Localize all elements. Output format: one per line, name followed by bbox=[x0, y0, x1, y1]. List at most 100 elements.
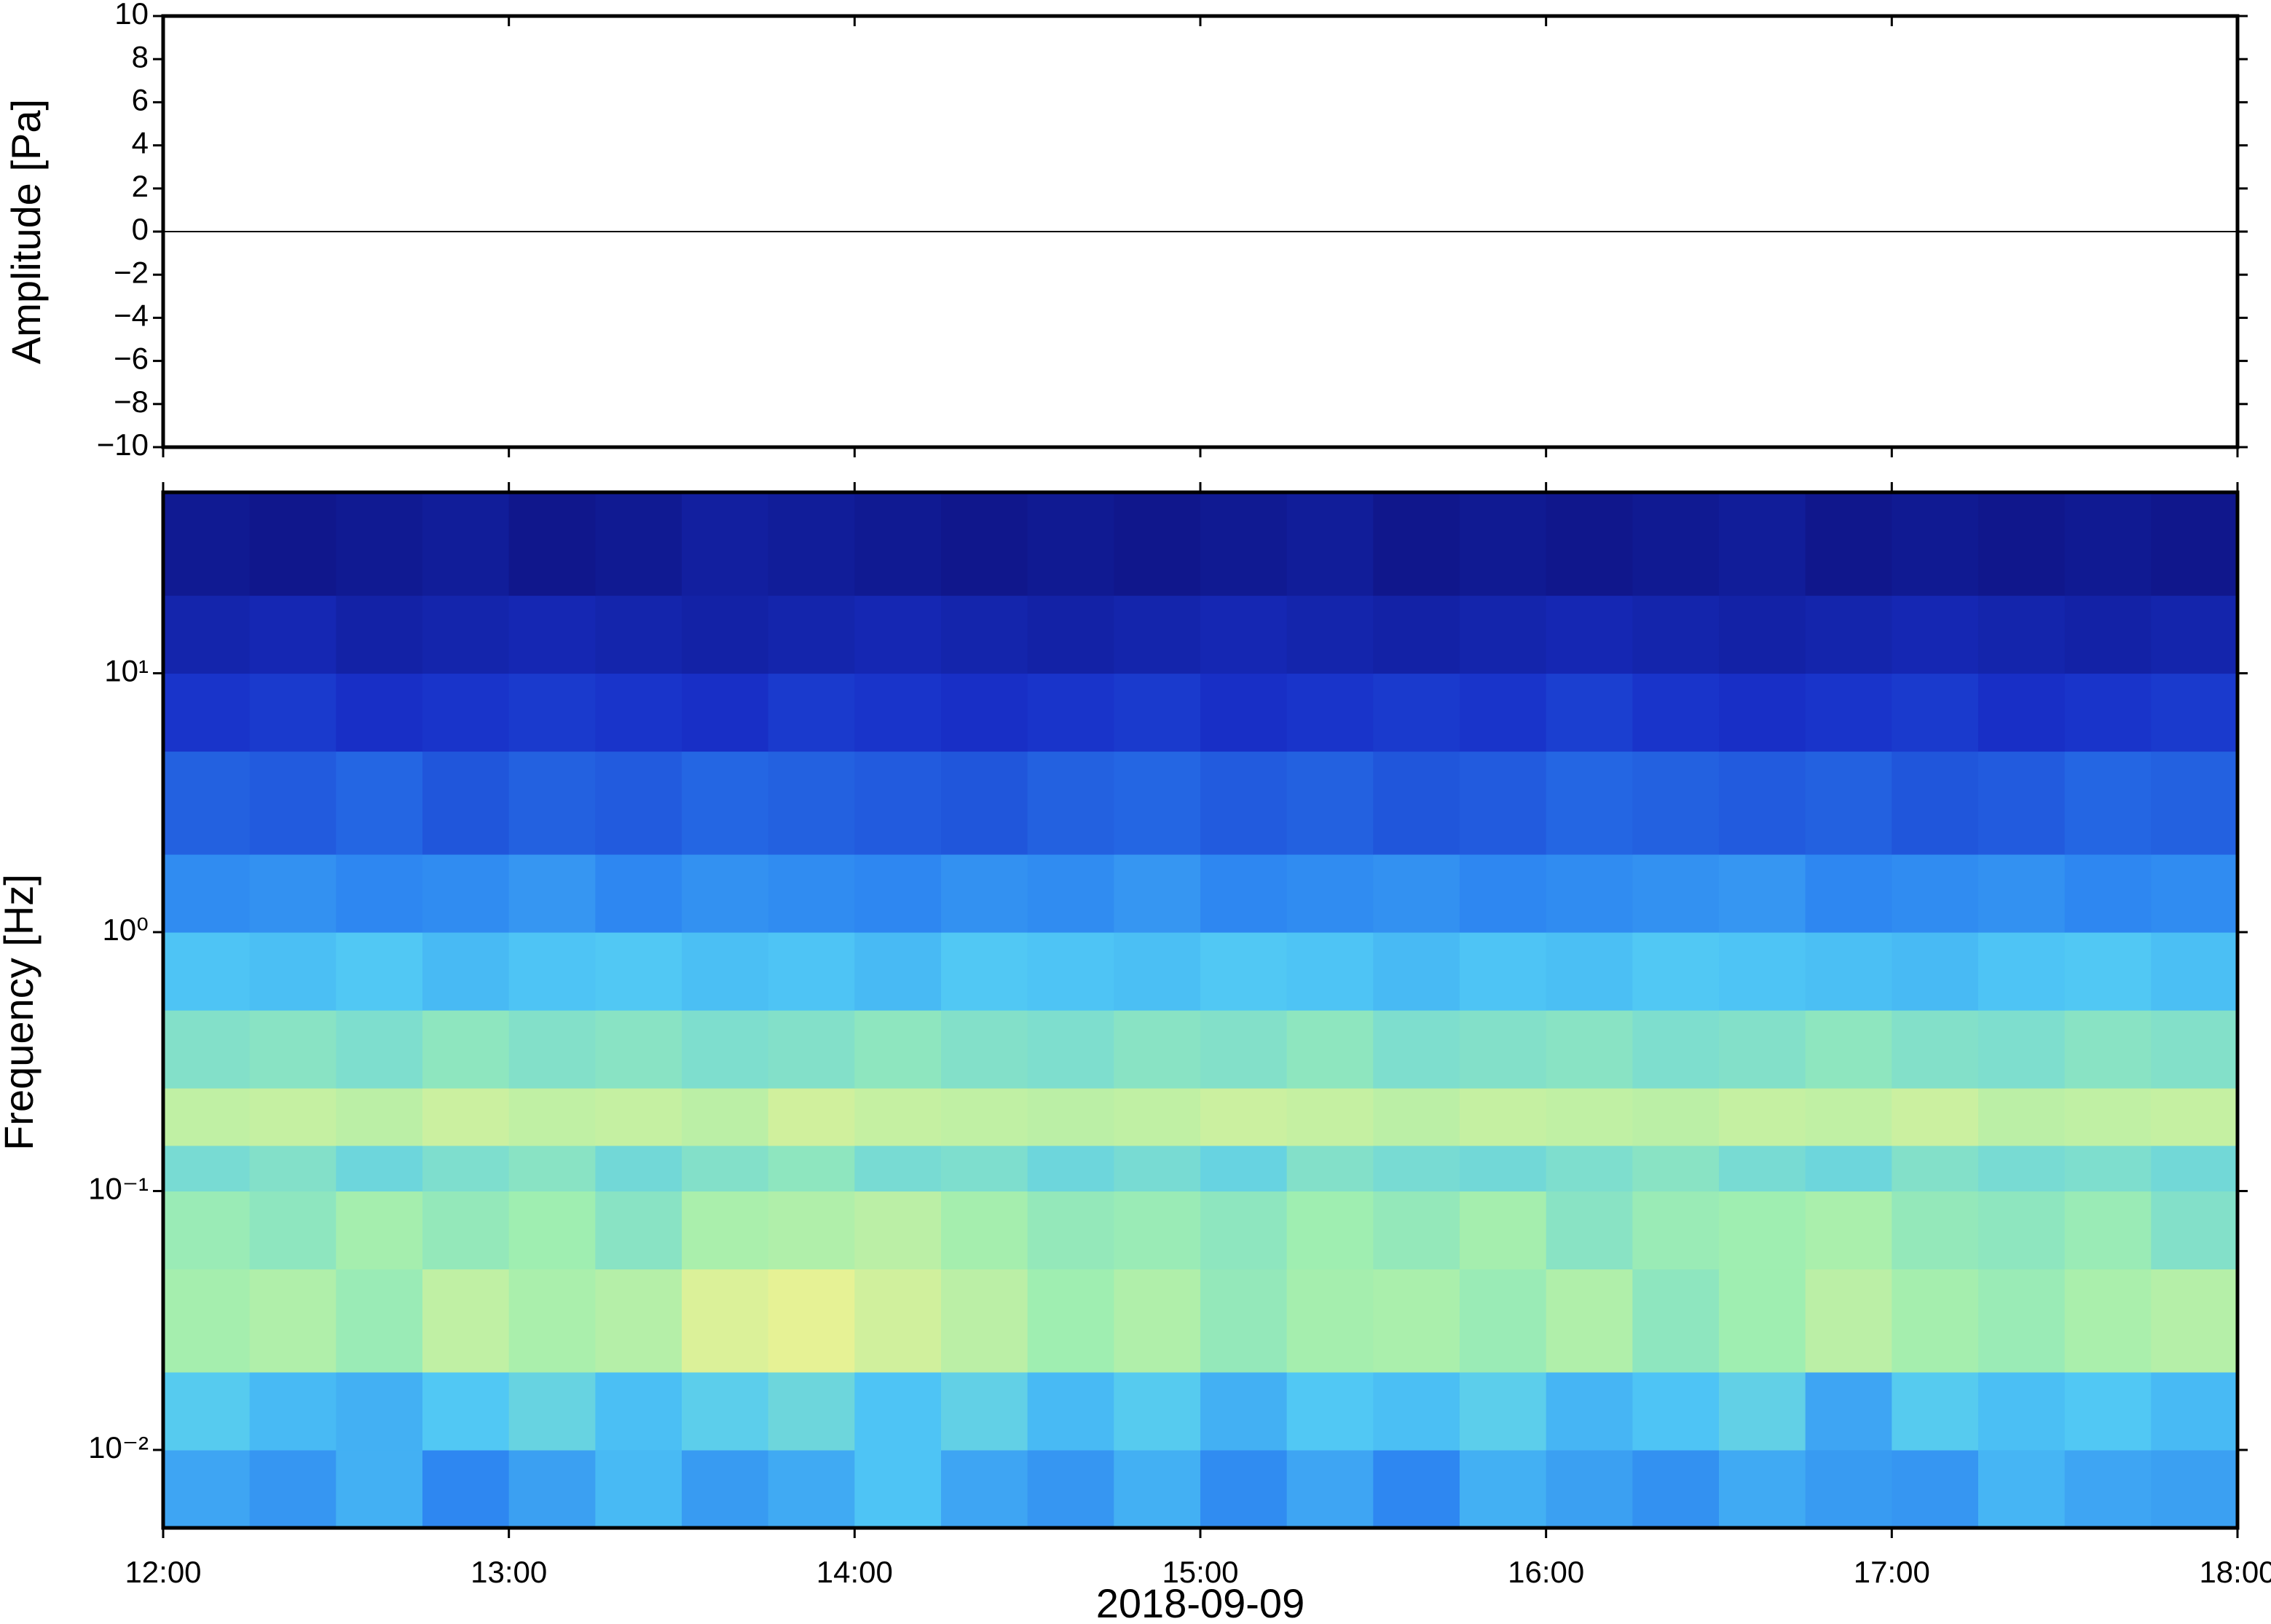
heatmap-cell bbox=[1286, 1088, 1374, 1146]
heatmap-cell bbox=[1805, 1145, 1892, 1192]
heatmap-cell bbox=[1719, 1371, 1806, 1451]
heatmap-cell bbox=[163, 1449, 251, 1529]
heatmap-cell bbox=[2064, 931, 2152, 1011]
heatmap-cell bbox=[941, 751, 1028, 855]
heatmap-cell bbox=[1027, 1145, 1114, 1192]
heatmap-cell bbox=[1373, 1371, 1460, 1451]
heatmap-cell bbox=[336, 1449, 423, 1529]
heatmap-cell bbox=[1200, 1449, 1288, 1529]
heatmap-cell bbox=[854, 931, 942, 1011]
heatmap-cell bbox=[768, 931, 855, 1011]
heatmap-cell bbox=[163, 1010, 251, 1089]
heatmap-cell bbox=[682, 673, 769, 752]
heatmap-cell bbox=[682, 931, 769, 1011]
heatmap-cell bbox=[595, 492, 682, 596]
heatmap-cell bbox=[163, 1145, 251, 1192]
heatmap-cell bbox=[941, 854, 1028, 933]
heatmap-cell bbox=[249, 1449, 336, 1529]
heatmap-cell bbox=[1805, 1010, 1892, 1089]
heatmap-cell bbox=[422, 1269, 510, 1373]
heatmap-cell bbox=[163, 595, 251, 674]
heatmap-cell bbox=[2064, 1449, 2152, 1529]
heatmap-cell bbox=[1719, 1088, 1806, 1146]
heatmap-cell bbox=[1200, 931, 1288, 1011]
heatmap-cell bbox=[1286, 673, 1374, 752]
heatmap-cell bbox=[1546, 1145, 1633, 1192]
heatmap-cell bbox=[1460, 1191, 1547, 1270]
heatmap-cell bbox=[1286, 1145, 1374, 1192]
heatmap-cell bbox=[595, 1145, 682, 1192]
heatmap-cell bbox=[1286, 751, 1374, 855]
heatmap-cell bbox=[508, 673, 596, 752]
heatmap-cell bbox=[1632, 1088, 1720, 1146]
heatmap-cell bbox=[1546, 1449, 1633, 1529]
heatmap-cell bbox=[1805, 673, 1892, 752]
heatmap-cell bbox=[1200, 673, 1288, 752]
heatmap-cell bbox=[1632, 492, 1720, 596]
heatmap-cell bbox=[336, 1371, 423, 1451]
heatmap-cell bbox=[768, 1191, 855, 1270]
heatmap-cell bbox=[2064, 751, 2152, 855]
heatmap-cell bbox=[508, 931, 596, 1011]
heatmap-cell bbox=[595, 673, 682, 752]
heatmap-cell bbox=[854, 1191, 942, 1270]
heatmap-cell bbox=[941, 1371, 1028, 1451]
heatmap-cell bbox=[2064, 673, 2152, 752]
heatmap-cell bbox=[682, 1010, 769, 1089]
heatmap-cell bbox=[2064, 1088, 2152, 1146]
heatmap-cell bbox=[682, 854, 769, 933]
heatmap-cell bbox=[1286, 492, 1374, 596]
heatmap-cell bbox=[1546, 1010, 1633, 1089]
heatmap-cell bbox=[2064, 1191, 2152, 1270]
heatmap-cell bbox=[1546, 1088, 1633, 1146]
heatmap-cell bbox=[1978, 1269, 2066, 1373]
heatmap-cell bbox=[1546, 931, 1633, 1011]
heatmap-cell bbox=[2064, 1010, 2152, 1089]
heatmap-cell bbox=[941, 1088, 1028, 1146]
heatmap-cell bbox=[1719, 492, 1806, 596]
heatmap-cell bbox=[2151, 931, 2238, 1011]
heatmap-cell bbox=[1892, 751, 1979, 855]
heatmap-cell bbox=[336, 1191, 423, 1270]
heatmap-cell bbox=[1286, 1449, 1374, 1529]
heatmap-cell bbox=[941, 1449, 1028, 1529]
heatmap-cell bbox=[1805, 854, 1892, 933]
heatmap-cell bbox=[682, 1191, 769, 1270]
heatmap-cell bbox=[768, 1371, 855, 1451]
heatmap-cell bbox=[1978, 673, 2066, 752]
heatmap-cell bbox=[422, 1191, 510, 1270]
heatmap-cell bbox=[595, 751, 682, 855]
heatmap-cell bbox=[854, 492, 942, 596]
heatmap-cell bbox=[1978, 492, 2066, 596]
heatmap-cell bbox=[768, 1449, 855, 1529]
heatmap-cell bbox=[941, 1145, 1028, 1192]
heatmap-cell bbox=[2151, 1145, 2238, 1192]
heatmap-cell bbox=[1373, 1145, 1460, 1192]
heatmap-cell bbox=[941, 595, 1028, 674]
heatmap-cell bbox=[1978, 595, 2066, 674]
y-tick-label: 4 bbox=[132, 126, 149, 160]
y-axis-label: Amplitude [Pa] bbox=[3, 99, 49, 364]
heatmap-cell bbox=[1114, 1449, 1201, 1529]
heatmap-cell bbox=[1460, 1010, 1547, 1089]
heatmap-cell bbox=[1978, 1449, 2066, 1529]
heatmap-cell bbox=[1805, 1269, 1892, 1373]
heatmap-cell bbox=[1286, 595, 1374, 674]
heatmap-cell bbox=[1027, 1088, 1114, 1146]
heatmap-cell bbox=[1200, 854, 1288, 933]
heatmap-cell bbox=[1373, 1449, 1460, 1529]
heatmap-cell bbox=[422, 1449, 510, 1529]
heatmap-cell bbox=[1978, 1088, 2066, 1146]
heatmap-cell bbox=[768, 1088, 855, 1146]
heatmap-cell bbox=[163, 854, 251, 933]
heatmap-cell bbox=[1373, 1269, 1460, 1373]
heatmap-cell bbox=[2151, 1371, 2238, 1451]
heatmap-cell bbox=[1373, 492, 1460, 596]
heatmap-cell bbox=[422, 673, 510, 752]
heatmap-cell bbox=[1805, 751, 1892, 855]
heatmap-cell bbox=[1286, 1010, 1374, 1089]
heatmap-cell bbox=[336, 1145, 423, 1192]
heatmap-cell bbox=[768, 492, 855, 596]
heatmap-cell bbox=[1460, 1088, 1547, 1146]
